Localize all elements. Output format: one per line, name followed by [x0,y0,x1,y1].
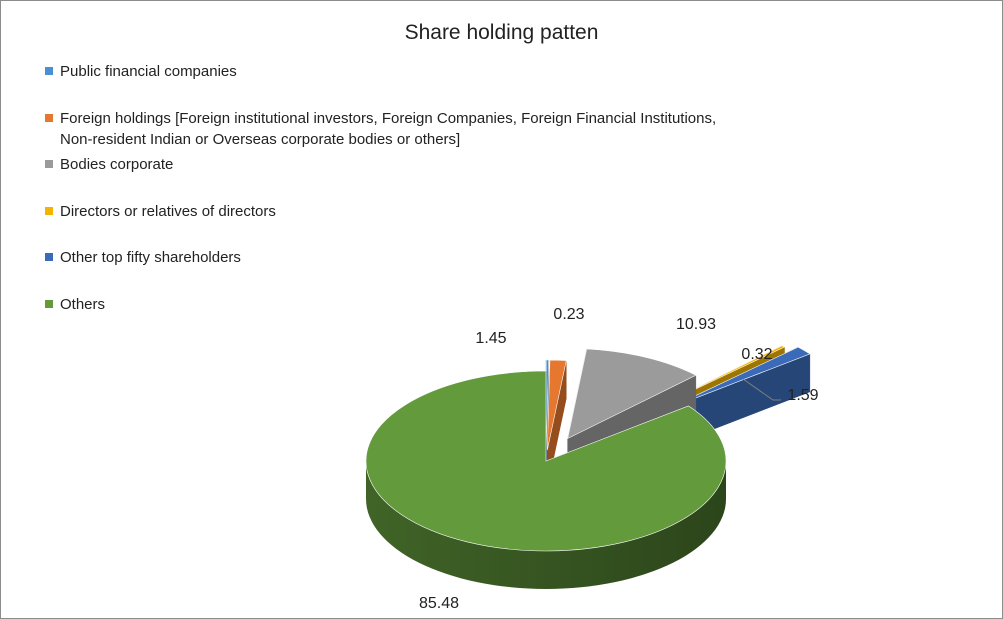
chart-title: Share holding patten [404,21,599,44]
pie-slice-bodies-corporate-top [567,348,697,440]
legend-swatch-public-financial [45,67,53,75]
legend-label-others: Others [60,296,106,313]
legend-label-bodies-corporate: Bodies corporate [60,156,174,173]
legend-label-top-fifty: Other top fifty shareholders [60,249,241,266]
legend-swatch-bodies-corporate [45,160,53,168]
data-label-0: 0.23 [553,306,584,323]
pie-slice-others-outer-wall [366,461,726,589]
data-label-5: 85.48 [419,595,459,612]
pie-slice-other-top-fifty-shareholders-top [667,346,811,410]
legend-item-foreign-holdings: Foreign holdings [Foreign institutional … [45,108,725,150]
data-label-1: 1.45 [475,330,506,347]
leader-line-4 [742,378,781,401]
pie-slice-others-top [365,370,727,552]
pie-slice-public-financial-companies-top [545,359,550,451]
legend-swatch-others [45,300,53,308]
pie-slice-others [365,370,727,589]
legend-item-top-fifty: Other top fifty shareholders [45,247,725,268]
legend-swatch-top-fifty [45,253,53,261]
data-label-3: 0.32 [741,346,772,363]
data-label-2: 10.93 [676,316,716,333]
pie-slice-foreign-holdings-top [547,359,567,451]
legend-item-bodies-corporate: Bodies corporate [45,154,725,175]
legend-label-foreign-holdings: Foreign holdings [Foreign institutional … [60,110,717,148]
legend-item-others: Others [45,294,725,315]
legend-item-directors: Directors or relatives of directors [45,201,725,222]
data-label-4: 1.59 [787,387,818,404]
legend-label-directors: Directors or relatives of directors [60,203,276,220]
legend-item-public-financial: Public financial companies [45,61,725,82]
legend-label-public-financial: Public financial companies [60,63,237,80]
legend-swatch-directors [45,207,53,215]
legend-swatch-foreign-holdings [45,114,53,122]
